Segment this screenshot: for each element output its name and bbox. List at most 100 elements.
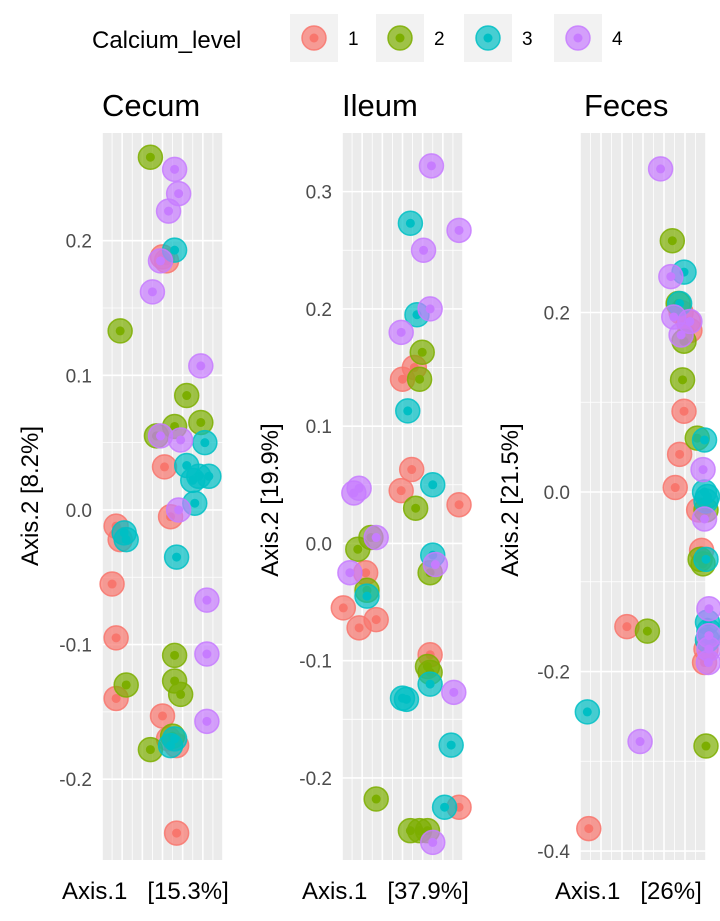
data-point-center xyxy=(345,568,355,578)
data-point-center xyxy=(685,316,695,326)
data-point-center xyxy=(666,272,676,282)
legend-label: 4 xyxy=(612,29,623,50)
data-point xyxy=(151,454,178,480)
data-point-center xyxy=(176,689,186,699)
data-point-center xyxy=(403,406,413,416)
data-point xyxy=(662,474,688,501)
data-point-center xyxy=(371,615,381,625)
data-point-center xyxy=(667,236,677,246)
data-point xyxy=(417,296,443,322)
data-point-center xyxy=(426,161,436,171)
data-point xyxy=(346,475,372,502)
series-3 xyxy=(111,237,222,759)
data-point xyxy=(666,441,693,468)
data-point-center xyxy=(147,287,157,297)
data-point xyxy=(163,820,190,846)
data-point-center xyxy=(430,560,440,570)
data-point xyxy=(410,237,437,264)
data-point xyxy=(139,279,166,305)
data-point xyxy=(446,491,472,518)
data-point-center xyxy=(669,312,679,322)
data-point xyxy=(161,642,188,669)
data-point-center xyxy=(202,595,212,605)
data-point xyxy=(194,587,220,613)
data-point-center xyxy=(428,837,438,847)
data-point-center xyxy=(396,327,406,337)
legend-key-marker-center xyxy=(573,33,583,43)
data-point-center xyxy=(656,164,666,174)
data-point xyxy=(165,497,192,523)
legend-key-marker-center xyxy=(483,33,493,43)
data-point-center xyxy=(202,649,212,659)
legend-item: 4 xyxy=(554,14,623,62)
data-point-center xyxy=(354,623,364,633)
data-point-center xyxy=(115,326,125,336)
data-point xyxy=(406,366,433,392)
legend-label: 1 xyxy=(348,29,359,50)
data-point-center xyxy=(107,579,117,589)
data-point-center xyxy=(425,679,435,689)
data-point-center xyxy=(354,483,364,493)
data-point xyxy=(669,367,696,393)
data-point xyxy=(161,156,188,183)
data-point xyxy=(441,679,467,706)
legend-item: 2 xyxy=(376,14,445,62)
data-point-center xyxy=(417,347,427,357)
data-point xyxy=(614,613,640,640)
data-point xyxy=(103,625,129,651)
data-point xyxy=(422,551,449,578)
legend-title: Calcium_level xyxy=(92,27,241,54)
data-point xyxy=(173,382,200,409)
data-point-center xyxy=(200,438,210,448)
data-point xyxy=(157,732,184,759)
facet-panel-ileum: -0.2 -0.1 0.0 0.1 0.2 0.3 Ileum Axis.2 [19.9%] xyxy=(257,88,472,860)
data-point xyxy=(398,456,425,483)
data-point xyxy=(188,409,214,436)
data-point xyxy=(147,248,174,274)
data-point xyxy=(417,671,443,697)
data-point-center xyxy=(174,189,184,199)
data-point-center xyxy=(670,483,680,493)
data-point xyxy=(196,463,222,490)
data-point-center xyxy=(446,740,456,750)
data-point xyxy=(671,398,697,424)
data-point xyxy=(388,477,414,504)
data-point xyxy=(167,681,194,708)
data-point-center xyxy=(196,417,206,427)
data-point-center xyxy=(703,658,713,668)
data-point xyxy=(420,829,446,856)
data-point xyxy=(330,595,357,621)
data-point-center xyxy=(702,492,712,501)
facet-panel-cecum: -0.2 -0.1 0.0 0.1 0.2 Cecum Axis.2 [8.2%] xyxy=(17,88,224,860)
facet-title: Cecum xyxy=(102,88,200,123)
y-tick-label: -0.2 xyxy=(59,770,92,791)
data-point xyxy=(695,649,720,676)
data-point-center xyxy=(182,391,192,401)
data-point xyxy=(438,732,464,758)
data-point xyxy=(693,546,719,573)
data-point-center xyxy=(698,465,708,475)
y-tick-label: 0.2 xyxy=(306,300,332,321)
data-point-center xyxy=(405,218,415,228)
data-point-center xyxy=(411,503,421,513)
y-tick-label: -0.1 xyxy=(59,636,92,657)
data-point xyxy=(107,318,133,344)
data-point-center xyxy=(407,465,417,475)
data-point-center xyxy=(642,626,652,636)
data-point xyxy=(194,708,220,735)
data-point xyxy=(393,686,420,713)
y-tick-label: 0.2 xyxy=(544,304,570,325)
legend-item: 3 xyxy=(464,14,533,62)
data-point-center xyxy=(701,554,711,564)
data-point xyxy=(576,815,602,842)
data-point-center xyxy=(170,164,180,174)
data-point-center xyxy=(111,693,121,703)
data-point-center xyxy=(678,375,688,385)
y-tick-label: 0.1 xyxy=(306,417,332,438)
y-tick-label: -0.4 xyxy=(537,842,570,863)
data-point xyxy=(693,733,719,759)
legend-key-marker-center xyxy=(395,33,405,43)
data-point xyxy=(691,506,718,532)
x-axis-title: Axis.1 [15.3%] xyxy=(62,878,229,905)
y-tick-label: -0.1 xyxy=(299,652,332,673)
